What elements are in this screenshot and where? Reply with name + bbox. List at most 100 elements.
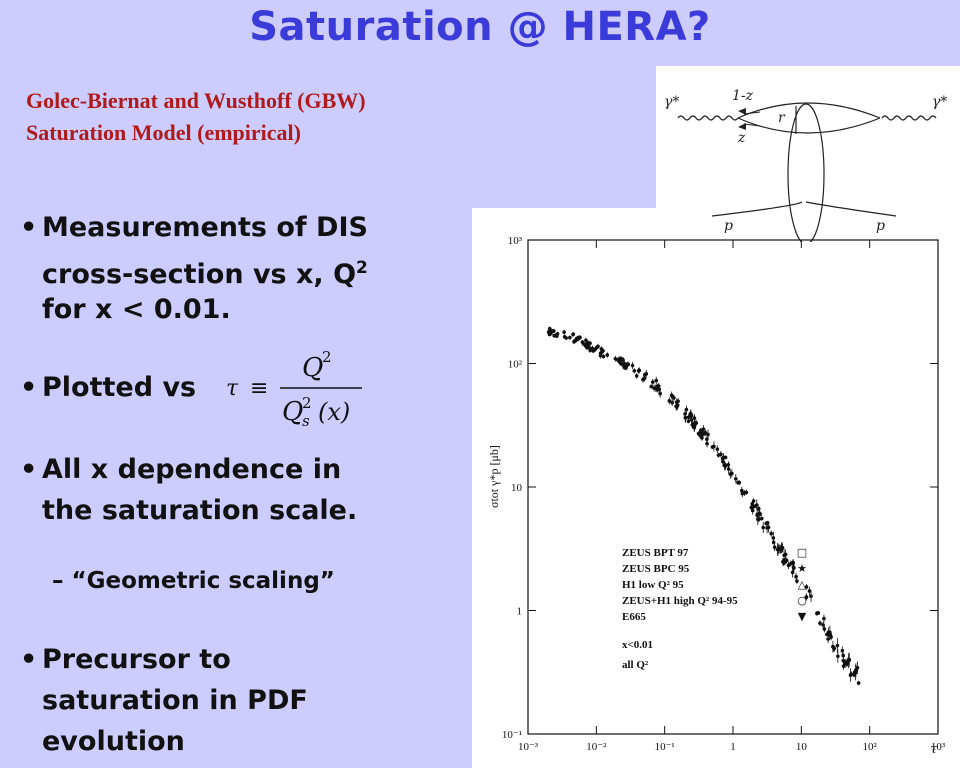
formula-den-arg: (x) — [318, 398, 350, 426]
bullet-dot: • — [20, 644, 38, 675]
bullet-1-line-2: cross-section vs x, Q2 — [42, 258, 368, 290]
bullet-1-sup: 2 — [356, 258, 368, 278]
data-point — [564, 336, 568, 340]
data-point — [809, 594, 813, 598]
data-point — [549, 331, 553, 335]
legend-marker: ▼ — [798, 610, 807, 623]
data-point — [676, 399, 680, 403]
subtitle-line-2: Saturation Model (empirical) — [26, 120, 301, 145]
dipole-diagram: γ* γ* 1-z z r p p — [664, 88, 947, 242]
y-tick-label: 1 — [517, 606, 523, 618]
data-point — [649, 384, 654, 389]
data-point — [715, 447, 720, 451]
data-point — [831, 644, 835, 649]
data-point — [698, 430, 702, 435]
data-point — [751, 499, 756, 503]
plot-frame — [527, 239, 939, 735]
x-tick-label: 10⁻² — [586, 741, 607, 753]
data-point — [669, 393, 674, 398]
data-point — [634, 374, 639, 378]
bullet-4-line-2: saturation in PDF — [42, 685, 308, 716]
data-point — [692, 416, 697, 420]
data-point — [692, 424, 697, 428]
x-tick-label: 10² — [863, 741, 878, 753]
formula-num-sup: 2 — [322, 348, 332, 366]
data-point — [675, 404, 679, 408]
proton-right-line — [805, 201, 897, 217]
legend-marker: ★ — [797, 562, 807, 575]
data-point — [740, 488, 744, 493]
y-tick-label: 10² — [508, 359, 523, 371]
data-point — [667, 399, 672, 403]
data-point — [703, 430, 708, 435]
data-point — [626, 362, 631, 367]
data-point — [772, 545, 777, 549]
bullet-1-line-1: Measurements of DIS — [42, 212, 368, 243]
proton-left-line — [711, 201, 803, 217]
data-point — [683, 415, 688, 420]
bullet-3-line-1: All x dependence in — [42, 454, 342, 485]
data-point — [855, 665, 860, 670]
quark-lower-line — [737, 117, 881, 134]
data-point — [655, 388, 660, 392]
photon-left-line — [677, 115, 739, 121]
data-point — [761, 525, 766, 530]
x-tick-label: 10⁻¹ — [655, 741, 675, 753]
data-point — [722, 463, 727, 468]
data-point — [644, 372, 649, 376]
data-point — [624, 365, 628, 370]
data-points — [546, 326, 861, 686]
gluon-blob — [787, 103, 825, 242]
data-point — [730, 471, 734, 476]
data-point — [701, 427, 706, 431]
label-gamma-right: γ* — [932, 94, 947, 110]
arrow-lower-head — [738, 123, 746, 130]
data-point — [596, 344, 600, 349]
formula-denominator: Q — [282, 397, 303, 427]
data-point — [551, 329, 556, 333]
arrow-lower — [743, 123, 761, 127]
data-point — [836, 654, 840, 659]
data-point — [636, 368, 641, 373]
data-point — [712, 444, 716, 449]
y-axis-ticks: 10⁻¹ 1 10 10² 10³ — [502, 235, 938, 741]
formula-equiv: ≡ — [250, 376, 268, 401]
formula-numerator: Q — [302, 353, 323, 383]
data-point — [804, 585, 809, 589]
legend-marker: △ — [798, 578, 807, 591]
legend-annotation: x<0.01 — [622, 639, 653, 651]
data-point — [757, 511, 762, 515]
subtitle-line-1: Golec-Biernat and Wusthoff (GBW) — [26, 88, 366, 113]
legend-label: H1 low Q² 95 — [622, 579, 684, 591]
data-point — [769, 531, 773, 536]
data-point — [655, 384, 660, 389]
y-tick-label: 10⁻¹ — [502, 729, 522, 741]
legend-label: E665 — [622, 611, 646, 623]
y-tick-label: 10 — [511, 482, 523, 494]
x-tick-label: 10⁻³ — [518, 741, 539, 753]
data-point — [719, 452, 723, 457]
bullet-2-text: Plotted vs — [42, 372, 197, 403]
data-point — [829, 635, 833, 639]
bullet-3-line-2: the saturation scale. — [42, 495, 358, 526]
data-point — [562, 330, 566, 334]
bullet-precursor: • Precursor to saturation in PDF evoluti… — [20, 640, 460, 760]
data-point — [845, 662, 849, 666]
data-point — [826, 630, 831, 634]
label-gamma-left: γ* — [664, 94, 679, 110]
data-point — [822, 616, 826, 621]
data-point — [783, 552, 788, 557]
data-point — [744, 490, 749, 495]
label-p-right: p — [876, 218, 885, 234]
data-point — [750, 508, 755, 513]
data-point — [694, 421, 699, 425]
data-point — [750, 502, 755, 506]
data-point — [807, 589, 812, 593]
data-point — [771, 536, 776, 540]
quark-upper-line — [737, 102, 881, 119]
data-point — [670, 400, 674, 405]
legend-marker: □ — [797, 546, 807, 559]
data-point — [804, 595, 809, 599]
x-tick-label: 1 — [730, 741, 736, 753]
data-point — [826, 637, 830, 641]
